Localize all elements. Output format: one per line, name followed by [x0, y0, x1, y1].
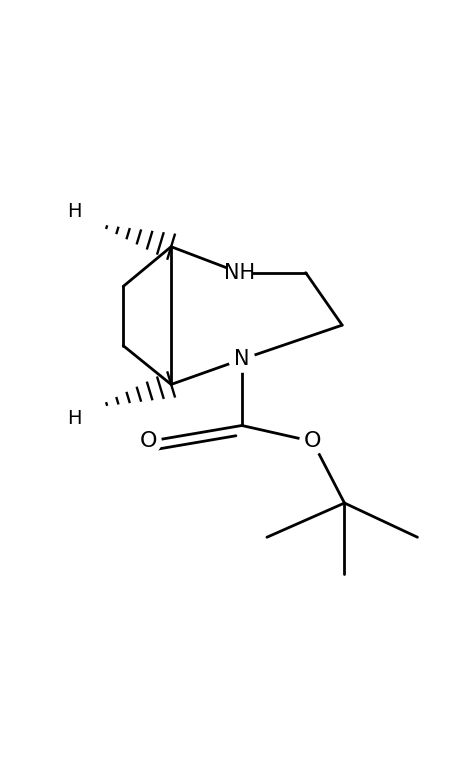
Circle shape — [229, 346, 255, 372]
Circle shape — [300, 429, 325, 454]
Text: H: H — [67, 409, 82, 428]
Circle shape — [135, 429, 161, 454]
Text: NH: NH — [224, 263, 255, 282]
Text: O: O — [140, 432, 157, 451]
Text: H: H — [67, 202, 82, 221]
Circle shape — [227, 260, 252, 286]
Text: O: O — [304, 432, 321, 451]
Text: N: N — [234, 349, 250, 370]
Circle shape — [64, 408, 85, 429]
Circle shape — [64, 201, 85, 221]
